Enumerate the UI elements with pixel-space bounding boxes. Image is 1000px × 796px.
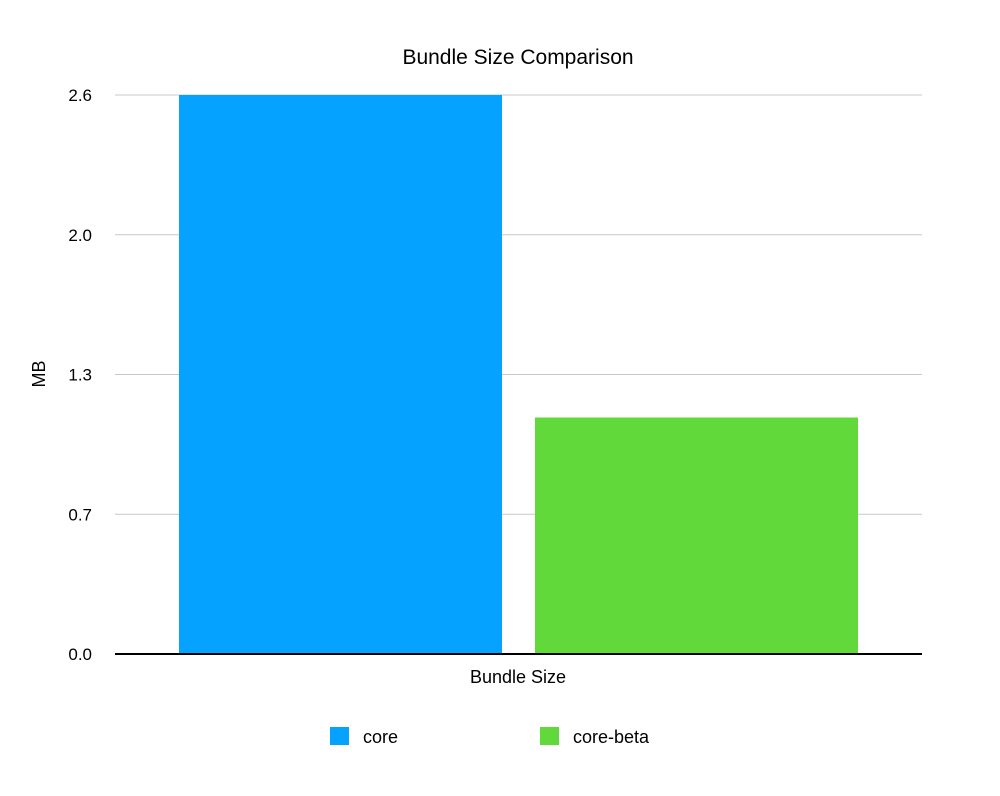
bar-core-beta: [535, 417, 858, 654]
y-tick-label: 0.7: [68, 505, 92, 524]
legend-swatch-core: [330, 727, 349, 745]
y-tick-label: 0.0: [68, 645, 92, 664]
legend-swatch-core-beta: [540, 727, 559, 745]
y-tick-label: 2.0: [68, 226, 92, 245]
legend-label-core: core: [363, 727, 398, 747]
legend-label-core-beta: core-beta: [573, 727, 650, 747]
y-tick-label: 1.3: [68, 366, 92, 385]
y-tick-label: 2.6: [68, 86, 92, 105]
chart-title: Bundle Size Comparison: [402, 46, 633, 69]
x-axis-label: Bundle Size: [470, 667, 566, 687]
y-axis-label: MB: [29, 361, 49, 388]
bar-core: [179, 95, 502, 654]
